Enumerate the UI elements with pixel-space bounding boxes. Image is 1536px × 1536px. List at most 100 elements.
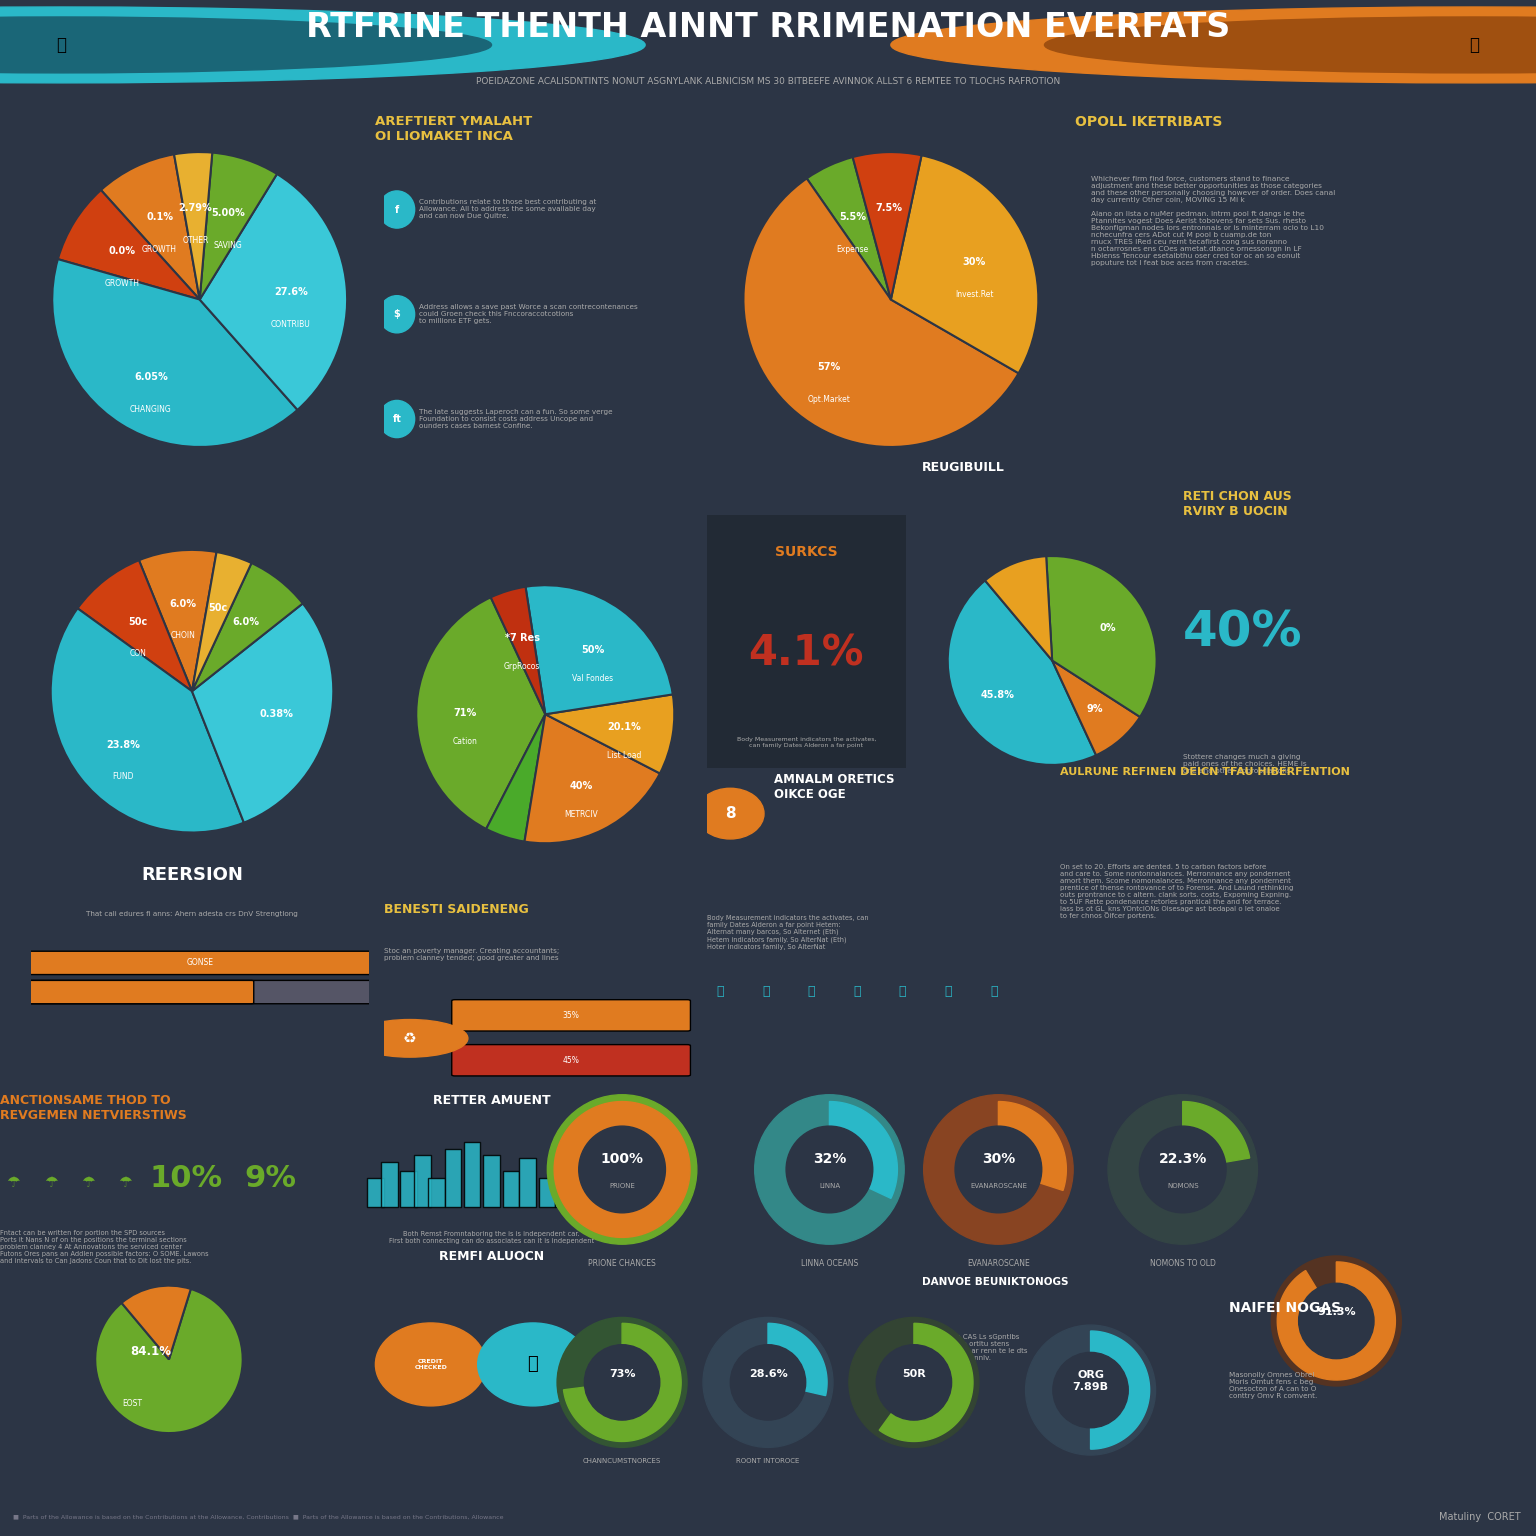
Wedge shape	[416, 598, 545, 829]
Circle shape	[0, 17, 492, 72]
Text: CONTRIBU: CONTRIBU	[270, 319, 310, 329]
Text: 🌍: 🌍	[57, 35, 66, 54]
Text: 91.3%: 91.3%	[1316, 1307, 1356, 1316]
Text: FUND: FUND	[112, 771, 134, 780]
Text: 84.1%: 84.1%	[131, 1346, 170, 1358]
Text: GROWTH: GROWTH	[141, 246, 177, 255]
Text: GROWTH: GROWTH	[104, 280, 140, 289]
Circle shape	[849, 1318, 978, 1447]
Polygon shape	[554, 1101, 690, 1238]
Text: 2.79%: 2.79%	[178, 203, 212, 214]
Text: Both Remst Fromntaboring the is is independent car.
First both connecting can do: Both Remst Fromntaboring the is is indep…	[389, 1230, 594, 1244]
Text: 100%: 100%	[601, 1152, 644, 1166]
Text: 73%: 73%	[608, 1369, 636, 1378]
FancyBboxPatch shape	[594, 1158, 610, 1207]
Text: Val Fondes: Val Fondes	[571, 674, 613, 682]
Text: 23.8%: 23.8%	[106, 740, 140, 750]
Circle shape	[1298, 1283, 1375, 1359]
Text: ☂: ☂	[45, 1175, 57, 1190]
Circle shape	[558, 1318, 687, 1447]
Circle shape	[754, 1095, 905, 1244]
Polygon shape	[1091, 1332, 1149, 1448]
Text: The late suggests Laperoch can a fun. So some verge
Foundation to consist costs : The late suggests Laperoch can a fun. So…	[419, 409, 613, 429]
Text: Cation: Cation	[453, 737, 478, 745]
FancyBboxPatch shape	[452, 1000, 691, 1031]
FancyBboxPatch shape	[381, 1161, 398, 1207]
Text: Stoc an poverty manager. Creating accountants;
problem clanney tended; good grea: Stoc an poverty manager. Creating accoun…	[384, 948, 559, 962]
Text: 20.1%: 20.1%	[607, 722, 641, 733]
FancyBboxPatch shape	[574, 1175, 591, 1207]
Wedge shape	[192, 604, 333, 823]
Text: 35%: 35%	[562, 1011, 579, 1020]
Polygon shape	[564, 1324, 680, 1441]
Text: ■  Parts of the Allowance is based on the Contributions at the Allowance, Contri: ■ Parts of the Allowance is based on the…	[12, 1514, 504, 1519]
Text: 6.0%: 6.0%	[169, 599, 197, 610]
Wedge shape	[58, 190, 200, 300]
Text: PRIONE CHANCES: PRIONE CHANCES	[588, 1260, 656, 1267]
Text: f: f	[395, 204, 399, 215]
Circle shape	[584, 1344, 660, 1421]
Wedge shape	[1046, 556, 1157, 717]
Text: 50%: 50%	[581, 645, 604, 654]
Text: SURKCS: SURKCS	[776, 545, 837, 559]
Text: 50c: 50c	[209, 602, 227, 613]
FancyBboxPatch shape	[444, 1149, 461, 1207]
Text: 9%: 9%	[1086, 705, 1103, 714]
Wedge shape	[806, 157, 891, 300]
Text: *7 Res: *7 Res	[504, 633, 539, 642]
Wedge shape	[101, 154, 200, 300]
Text: 5.5%: 5.5%	[839, 212, 866, 221]
Circle shape	[1044, 17, 1536, 72]
Text: 28.6%: 28.6%	[748, 1369, 788, 1378]
Text: AULRUNE REFINEN DEICN TFAU HIBERFENTION: AULRUNE REFINEN DEICN TFAU HIBERFENTION	[1060, 766, 1350, 777]
Wedge shape	[487, 714, 545, 842]
Text: REERSION: REERSION	[141, 866, 243, 885]
Text: Body Measurement indicators the activates, can
family Dates Alderon a far point : Body Measurement indicators the activate…	[707, 915, 868, 949]
Text: Body Measurement indicators the activates,
can family Dates Alderon a far point: Body Measurement indicators the activate…	[737, 737, 876, 748]
Wedge shape	[985, 556, 1052, 660]
Circle shape	[379, 401, 415, 438]
Wedge shape	[524, 714, 660, 843]
Wedge shape	[192, 564, 303, 691]
FancyBboxPatch shape	[519, 1158, 536, 1207]
Text: LINNA OCEANS: LINNA OCEANS	[800, 1260, 859, 1267]
Circle shape	[891, 8, 1536, 83]
Text: 10%: 10%	[149, 1164, 223, 1193]
Text: Invest.Ret: Invest.Ret	[955, 290, 994, 300]
Text: Expense: Expense	[836, 244, 868, 253]
Polygon shape	[1183, 1101, 1250, 1169]
Text: 👤: 👤	[945, 985, 952, 997]
Text: EVANAROSCANE: EVANAROSCANE	[969, 1183, 1028, 1189]
Text: 50R: 50R	[902, 1369, 926, 1378]
Text: CHANNCUMSTNORCES: CHANNCUMSTNORCES	[584, 1458, 660, 1464]
Circle shape	[0, 8, 645, 83]
Text: ft: ft	[393, 415, 401, 424]
Polygon shape	[1278, 1263, 1395, 1379]
Text: 🏆: 🏆	[1470, 35, 1479, 54]
FancyBboxPatch shape	[28, 980, 253, 1003]
Text: 57%: 57%	[817, 362, 840, 372]
Text: NOMONS: NOMONS	[1167, 1183, 1198, 1189]
Text: 6.0%: 6.0%	[233, 617, 260, 627]
Text: BENESTI SAIDENENG: BENESTI SAIDENENG	[384, 903, 528, 917]
Text: CHOIN: CHOIN	[170, 631, 195, 639]
Wedge shape	[743, 178, 1018, 447]
Text: List Load: List Load	[607, 751, 642, 760]
Text: 👤: 👤	[991, 985, 997, 997]
Circle shape	[547, 1095, 697, 1244]
Text: OPOLL IKETRIBATS: OPOLL IKETRIBATS	[1075, 115, 1223, 129]
Circle shape	[579, 1126, 665, 1213]
FancyBboxPatch shape	[28, 980, 372, 1003]
Polygon shape	[879, 1324, 972, 1441]
Text: RETTER AMUENT: RETTER AMUENT	[433, 1094, 550, 1107]
Text: Contributions relate to those best contributing at
Allowance. All to address the: Contributions relate to those best contr…	[419, 200, 598, 220]
Polygon shape	[829, 1101, 897, 1198]
Text: That cali edures fi anns: Ahern adesta crs DnV Strengtlong: That cali edures fi anns: Ahern adesta c…	[86, 911, 298, 917]
Text: METRCIV: METRCIV	[564, 809, 598, 819]
FancyBboxPatch shape	[539, 1178, 554, 1207]
Circle shape	[730, 1344, 806, 1421]
Text: Opt.Market: Opt.Market	[808, 395, 851, 404]
Circle shape	[478, 1322, 588, 1405]
Circle shape	[1107, 1095, 1258, 1244]
Text: ☂: ☂	[118, 1175, 132, 1190]
